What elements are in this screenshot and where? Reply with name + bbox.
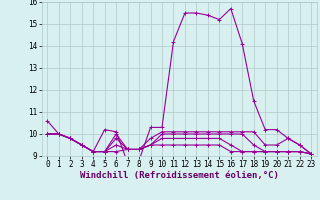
X-axis label: Windchill (Refroidissement éolien,°C): Windchill (Refroidissement éolien,°C) (80, 171, 279, 180)
